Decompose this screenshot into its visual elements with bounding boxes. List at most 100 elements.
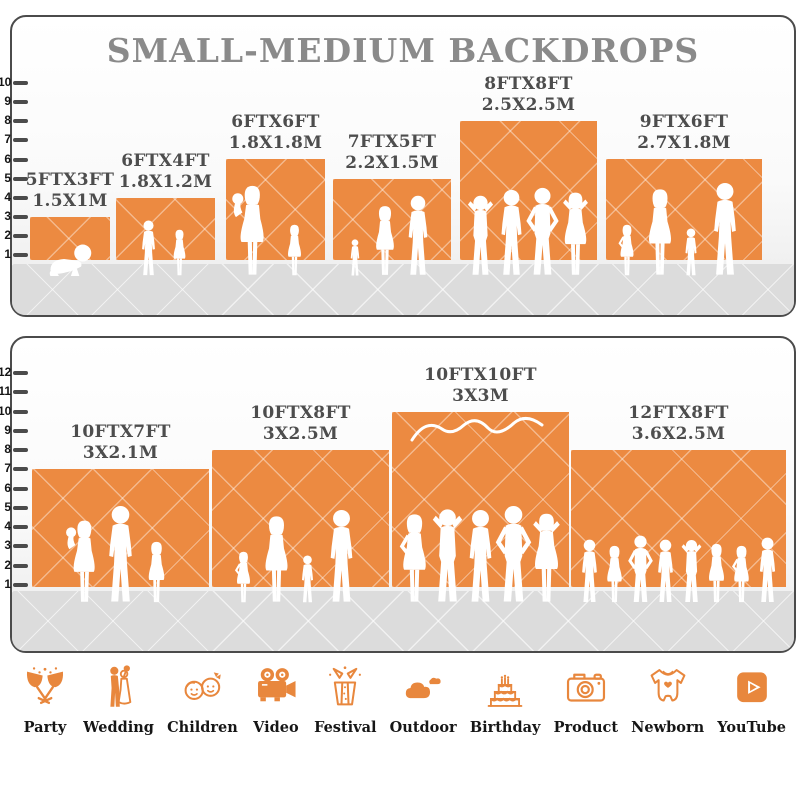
category-wedding: Wedding bbox=[83, 662, 154, 736]
page-title: SMALL-MEDIUM BACKDROPS bbox=[106, 31, 700, 70]
ruler-tick bbox=[13, 486, 28, 491]
backdrop-size-label: 6FTX6FT 1.8X1.8M bbox=[229, 112, 323, 154]
size-meters-text: 1.8X1.8M bbox=[228, 133, 323, 153]
youtube-icon bbox=[727, 662, 777, 714]
ruler-number: 7 bbox=[4, 461, 11, 476]
size-meters-text: 2.2X1.5M bbox=[345, 153, 439, 173]
toddler-and-parents-silhouette bbox=[350, 195, 428, 276]
backdrop-8ftx8ft bbox=[460, 121, 597, 260]
category-label: Festival bbox=[314, 719, 377, 736]
ruler-tick bbox=[13, 81, 28, 86]
ruler-tick bbox=[13, 505, 28, 510]
ruler-tick bbox=[13, 253, 28, 257]
size-meters-text: 3X3M bbox=[452, 386, 509, 406]
category-label: Children bbox=[167, 719, 238, 736]
ruler-number: 4 bbox=[4, 519, 11, 534]
category-label: Outdoor bbox=[389, 719, 457, 736]
category-children: Children bbox=[167, 662, 238, 736]
backdrop-size-label: 9FTX6FT 2.7X1.8M bbox=[637, 112, 731, 154]
size-feet-text: 7FTX5FT bbox=[347, 132, 437, 152]
ruler-tick bbox=[13, 448, 28, 453]
ruler-tick bbox=[13, 467, 28, 472]
backdrop-10ftx10ft bbox=[392, 412, 569, 587]
ruler-tick bbox=[13, 119, 28, 124]
ruler-number: 5 bbox=[4, 170, 11, 185]
ruler-tick bbox=[13, 371, 28, 376]
category-festival: Festival bbox=[314, 662, 377, 736]
backdrop-size-label: 5FTX3FT 1.5X1M bbox=[26, 170, 114, 212]
category-label: Newborn bbox=[631, 719, 705, 736]
family-of-four-silhouette bbox=[618, 182, 736, 277]
ruler-tick bbox=[13, 138, 28, 143]
crowd-of-eight-silhouette bbox=[582, 534, 776, 604]
size-meters-text: 2.5X2.5M bbox=[481, 95, 576, 115]
ruler-tick bbox=[13, 214, 28, 219]
size-feet-text: 8FTX8FT bbox=[484, 74, 573, 94]
ruler-tick bbox=[13, 428, 28, 433]
category-youtube: YouTube bbox=[717, 662, 786, 736]
category-party: Party bbox=[20, 662, 70, 736]
category-label: Wedding bbox=[83, 719, 154, 736]
ruler-tick bbox=[13, 409, 28, 414]
ruler-tick bbox=[13, 157, 28, 162]
group-of-five-silhouette bbox=[400, 417, 560, 605]
children-icon bbox=[177, 662, 227, 714]
size-meters-text: 3.6X2.5M bbox=[631, 424, 726, 444]
crawling-baby-silhouette bbox=[49, 244, 92, 276]
ruler-number: 11 bbox=[0, 384, 11, 399]
backdrop-5ftx3ft bbox=[30, 217, 110, 276]
four-adults-posing-silhouette bbox=[467, 121, 588, 278]
ruler-tick bbox=[13, 195, 28, 200]
newborn-icon bbox=[643, 662, 693, 714]
ruler-number: 6 bbox=[4, 480, 11, 495]
flourish-script bbox=[410, 417, 544, 442]
party-icon bbox=[20, 662, 70, 714]
ruler-number: 8 bbox=[4, 442, 11, 457]
ruler-tick bbox=[13, 100, 28, 105]
backdrop-6ftx6ft bbox=[226, 159, 325, 276]
ruler-tick bbox=[13, 390, 28, 395]
ruler-number: 1 bbox=[4, 247, 11, 261]
product-icon bbox=[561, 662, 611, 714]
ruler-number: 4 bbox=[4, 189, 11, 204]
category-label: Product bbox=[553, 719, 619, 736]
family-of-three-silhouette bbox=[66, 505, 165, 603]
backdrop-size-label: 7FTX5FT 2.2X1.5M bbox=[345, 132, 439, 174]
size-feet-text: 10FTX8FT bbox=[250, 403, 351, 423]
category-newborn: Newborn bbox=[631, 662, 704, 736]
video-icon bbox=[251, 662, 301, 714]
backdrop-size-label: 10FTX8FT 3X2.5M bbox=[250, 403, 351, 445]
category-label: Party bbox=[23, 719, 67, 736]
size-feet-text: 10FTX7FT bbox=[70, 422, 171, 442]
ruler-number: 3 bbox=[4, 208, 11, 223]
size-feet-text: 12FTX8FT bbox=[628, 403, 729, 423]
category-label: YouTube bbox=[717, 719, 786, 736]
backdrop-size-label: 12FTX8FT 3.6X2.5M bbox=[628, 403, 729, 445]
backdrop-10ftx8ft bbox=[212, 450, 389, 604]
size-meters-text: 1.8X1.2M bbox=[118, 172, 213, 192]
size-meters-text: 3X2.1M bbox=[82, 443, 159, 463]
category-video: Video bbox=[251, 662, 301, 736]
ruler-number: 8 bbox=[4, 113, 11, 128]
category-outdoor: Outdoor bbox=[390, 662, 457, 736]
ruler-number: 9 bbox=[4, 94, 11, 109]
wedding-icon bbox=[94, 662, 144, 714]
medium-large-backdrops-panel: 1 2 3 4 5 6 7 8 9 10 11 12 10FTX7FT 3X2.1M 10FTX8FT 3X2… bbox=[0, 336, 796, 653]
ruler-number: 7 bbox=[4, 132, 11, 147]
backdrop-9ftx6ft bbox=[606, 159, 762, 277]
ruler-number: 10 bbox=[0, 403, 12, 418]
ruler-tick bbox=[13, 233, 28, 238]
backdrop-10ftx7ft bbox=[32, 469, 209, 603]
size-feet-text: 6FTX6FT bbox=[231, 112, 320, 132]
festival-icon bbox=[320, 662, 370, 714]
ruler-number: 1 bbox=[4, 577, 11, 591]
family-of-four-silhouette bbox=[235, 509, 353, 604]
ruler-number: 9 bbox=[4, 422, 11, 437]
backdrop-12ftx8ft bbox=[571, 450, 786, 604]
mother-with-baby-and-girl-silhouette bbox=[232, 185, 301, 276]
category-label: Video bbox=[253, 719, 299, 736]
ruler-number: 2 bbox=[4, 227, 11, 242]
backdrop-size-label: 6FTX4FT 1.8X1.2M bbox=[119, 151, 213, 193]
backdrop-6ftx4ft bbox=[116, 198, 215, 276]
